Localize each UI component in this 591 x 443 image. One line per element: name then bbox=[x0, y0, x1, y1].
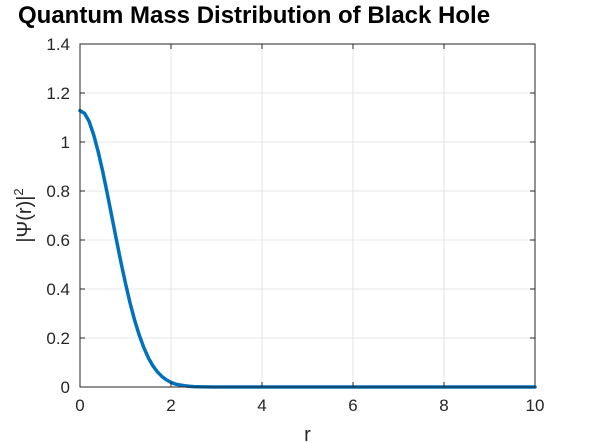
x-tick-label: 10 bbox=[526, 396, 545, 415]
y-axis-label: |Ψ(r)|2 bbox=[11, 188, 36, 242]
y-tick-label: 1.4 bbox=[46, 35, 70, 54]
y-tick-label: 0.8 bbox=[46, 182, 70, 201]
y-tick-label: 0.4 bbox=[46, 280, 70, 299]
grid-lines bbox=[80, 44, 535, 387]
tick-labels: 0 2 4 6 8 10 0 0.2 0.4 0.6 0.8 1 1.2 1.4 bbox=[46, 35, 544, 415]
y-tick-label: 0.2 bbox=[46, 329, 70, 348]
x-tick-label: 4 bbox=[257, 396, 266, 415]
y-tick-label: 0.6 bbox=[46, 231, 70, 250]
chart-title: Quantum Mass Distribution of Black Hole bbox=[18, 2, 490, 29]
axes-frame bbox=[79, 43, 536, 388]
axes-box bbox=[79, 43, 536, 388]
y-tick-label: 1 bbox=[61, 133, 70, 152]
tick-marks bbox=[79, 43, 536, 388]
axes-background bbox=[80, 44, 535, 387]
x-tick-label: 8 bbox=[439, 396, 448, 415]
x-tick-label: 2 bbox=[166, 396, 175, 415]
y-tick-label: 0 bbox=[61, 378, 70, 397]
plot-area: 0 2 4 6 8 10 0 0.2 0.4 0.6 0.8 1 1.2 1.4 bbox=[46, 35, 544, 415]
y-axis-label-superscript: 2 bbox=[11, 188, 26, 195]
x-tick-label: 6 bbox=[348, 396, 357, 415]
x-axis-label: r bbox=[304, 424, 311, 443]
y-tick-label: 1.2 bbox=[46, 84, 70, 103]
y-axis-label-base: |Ψ(r)| bbox=[14, 196, 36, 243]
x-tick-label: 0 bbox=[75, 396, 84, 415]
